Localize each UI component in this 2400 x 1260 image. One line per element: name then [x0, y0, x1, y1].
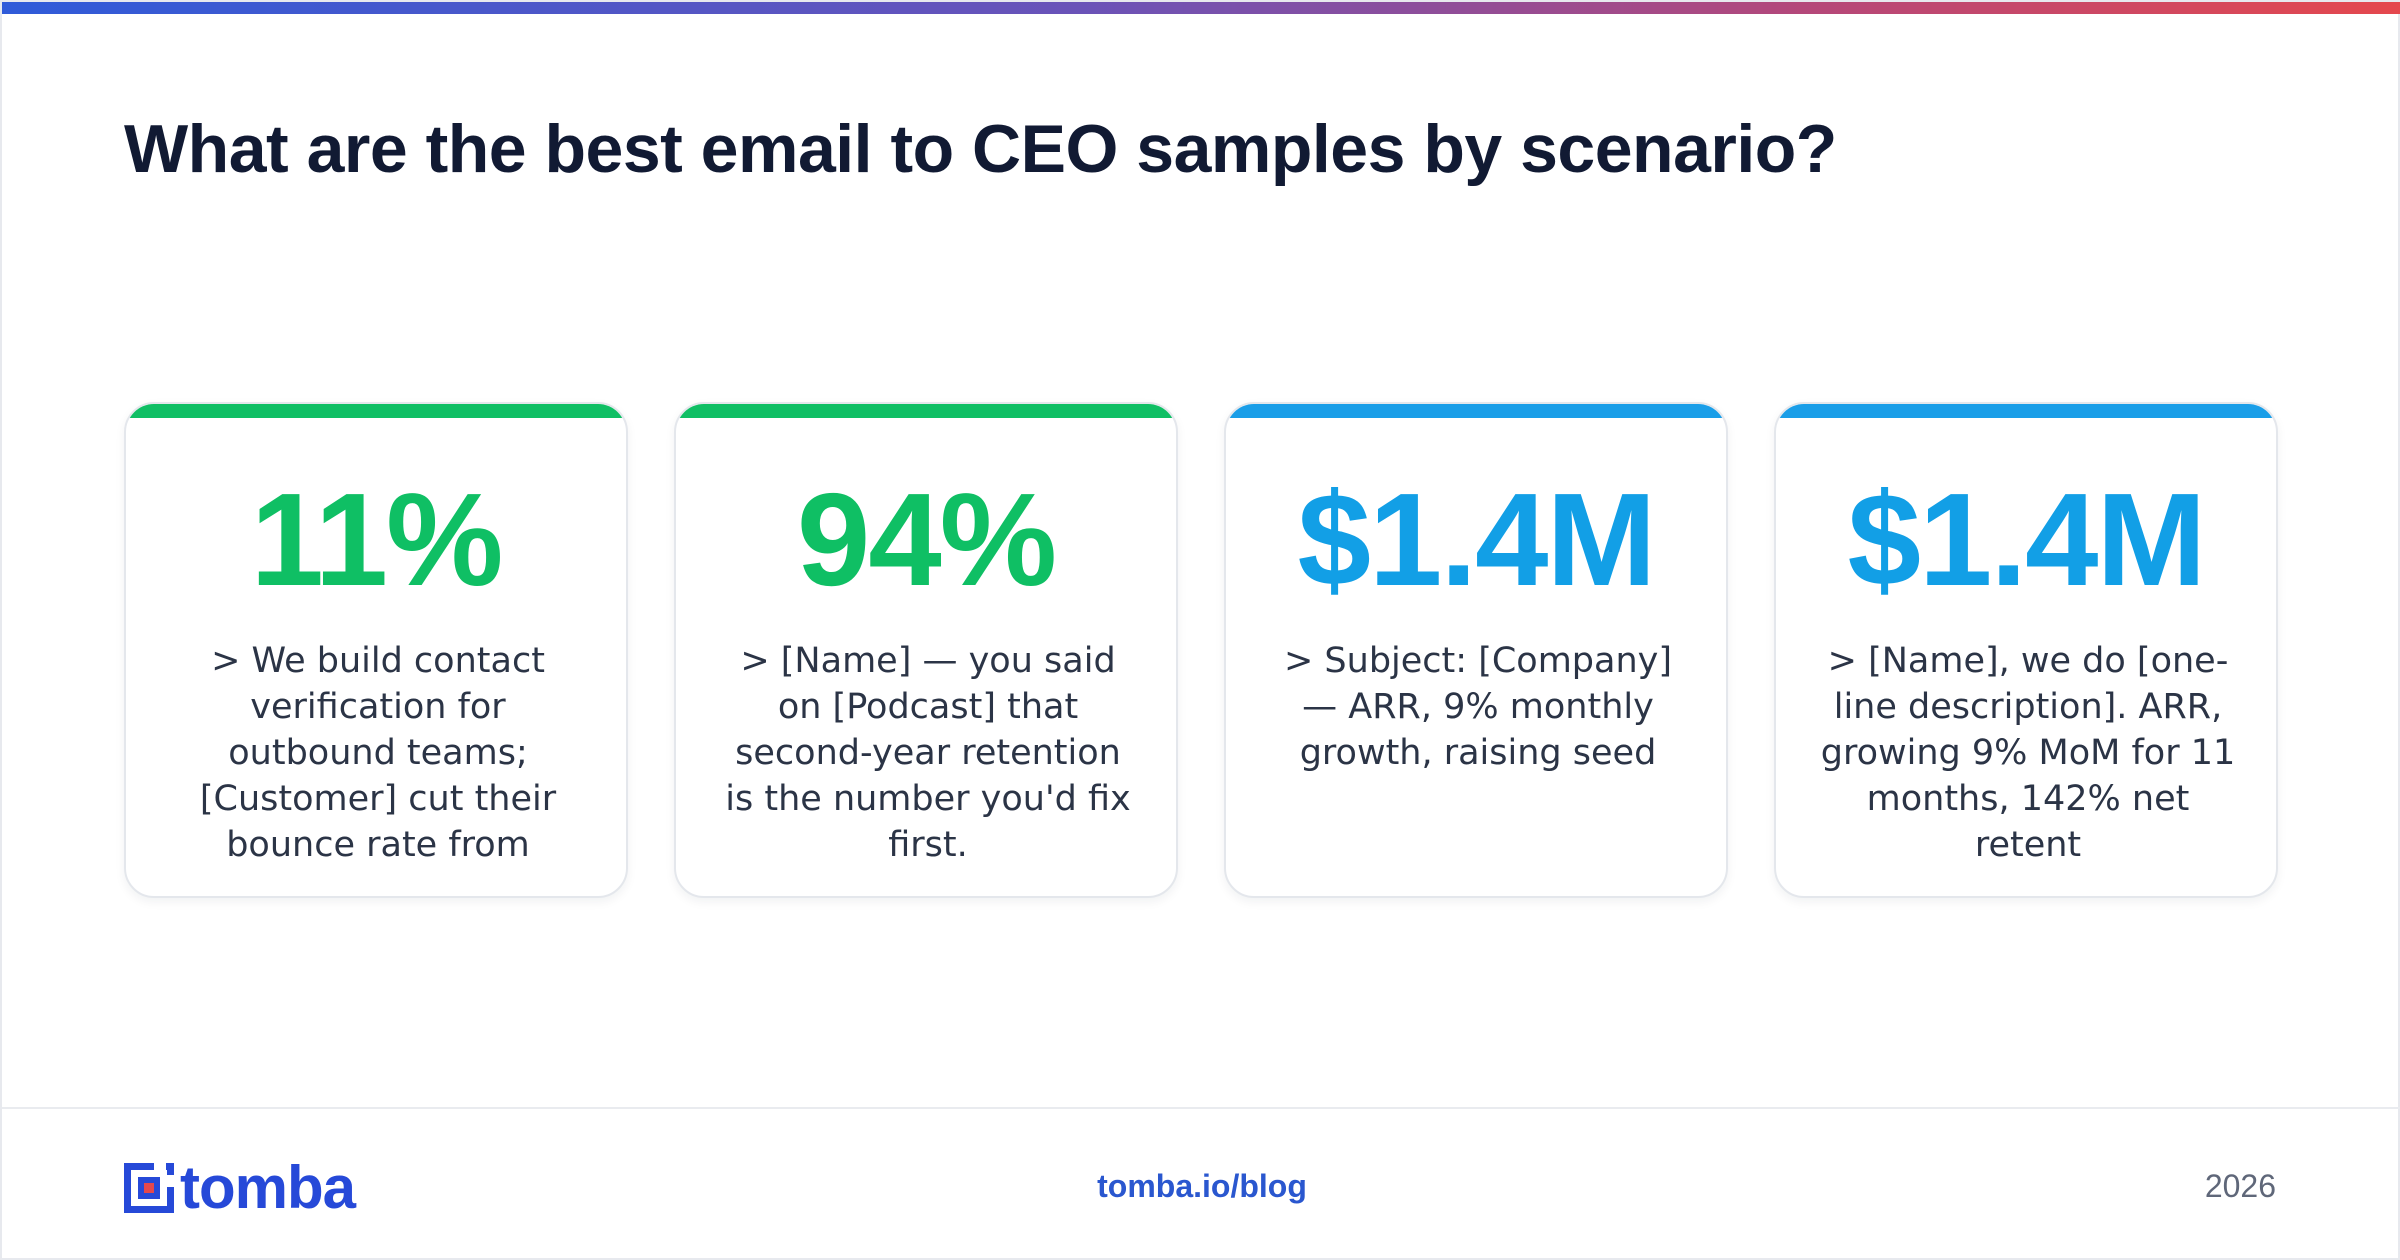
footer-divider — [2, 1107, 2400, 1109]
stat-card-2: 94% > [Name] — you said on [Podcast] tha… — [674, 402, 1178, 898]
card-text: > Subject: [Company] — ARR, 9% monthly g… — [1283, 641, 1673, 773]
stat-card-1: 11% > We build contact verification for … — [124, 402, 628, 898]
card-stat: 11% — [250, 466, 504, 613]
card-text: > [Name], we do [one-line description]. … — [1820, 641, 2236, 865]
card-accent-bar — [126, 404, 626, 418]
blog-link[interactable]: tomba.io/blog — [1097, 1168, 1307, 1204]
stat-card-3: $1.4M > Subject: [Company] — ARR, 9% mon… — [1224, 402, 1728, 898]
footer-year: 2026 — [2204, 1168, 2276, 1204]
stat-card-4: $1.4M > [Name], we do [one-line descript… — [1774, 402, 2278, 898]
card-stat: $1.4M — [1847, 466, 2207, 613]
tomba-logo[interactable]: tomba — [124, 1154, 356, 1221]
stat-cards: 11% > We build contact verification for … — [124, 402, 2280, 898]
logo-wordmark: tomba — [180, 1154, 356, 1221]
card-accent-bar — [1226, 404, 1726, 418]
card-accent-bar — [1776, 404, 2276, 418]
tomba-logo-icon — [124, 1163, 174, 1213]
card-text: > [Name] — you said on [Podcast] that se… — [725, 641, 1131, 865]
top-gradient-bar — [2, 2, 2400, 14]
card-stat: $1.4M — [1297, 466, 1657, 613]
card-stat: 94% — [796, 466, 1057, 613]
card-accent-bar — [676, 404, 1176, 418]
page-title: What are the best email to CEO samples b… — [124, 111, 1837, 187]
card-text: > We build contact verification for outb… — [199, 641, 557, 865]
